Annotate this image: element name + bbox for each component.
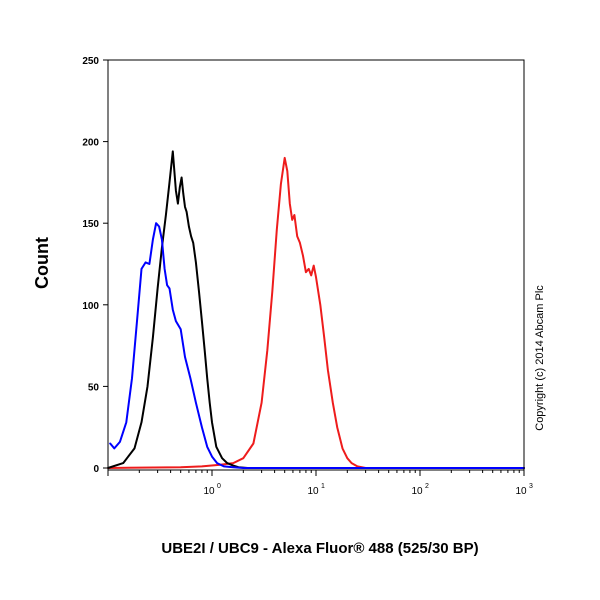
x-tick-label: 10 3	[515, 483, 533, 497]
series-layer	[107, 150, 525, 469]
series-line-0	[109, 222, 525, 469]
y-tick-label: 250	[82, 56, 99, 67]
x-tick-label: 10 0	[203, 483, 221, 497]
x-axis-label: UBE2I / UBC9 - Alexa Fluor® 488 (525/30 …	[161, 540, 478, 557]
series-line-2	[107, 156, 525, 469]
series-line-1	[107, 150, 525, 469]
x-axis-ticks: 10 0 10 1 10 2 10 3	[107, 470, 533, 497]
y-tick-label: 50	[88, 382, 100, 393]
x-tick-label-base: 10	[411, 486, 423, 497]
y-axis-ticks: 0 50 100 150 200 250	[82, 56, 108, 475]
y-tick-label: 0	[93, 464, 99, 475]
x-tick-label-base: 10	[515, 486, 527, 497]
x-tick-label: 10 2	[411, 483, 429, 497]
plot-frame	[107, 59, 525, 471]
y-tick-label: 100	[82, 301, 99, 312]
y-tick-label: 150	[82, 219, 99, 230]
x-tick-label-exponent: 1	[321, 483, 325, 490]
x-tick-label-exponent: 2	[425, 483, 429, 490]
x-tick-label-exponent: 0	[217, 483, 221, 490]
copyright-text: Copyright (c) 2014 Abcam Plc	[534, 285, 546, 431]
y-tick-label: 200	[82, 138, 99, 149]
x-tick-label-base: 10	[203, 486, 215, 497]
y-axis-label: Count	[32, 237, 52, 289]
x-tick-label-exponent: 3	[529, 483, 533, 490]
x-tick-label: 10 1	[307, 483, 325, 497]
x-tick-label-base: 10	[307, 486, 319, 497]
